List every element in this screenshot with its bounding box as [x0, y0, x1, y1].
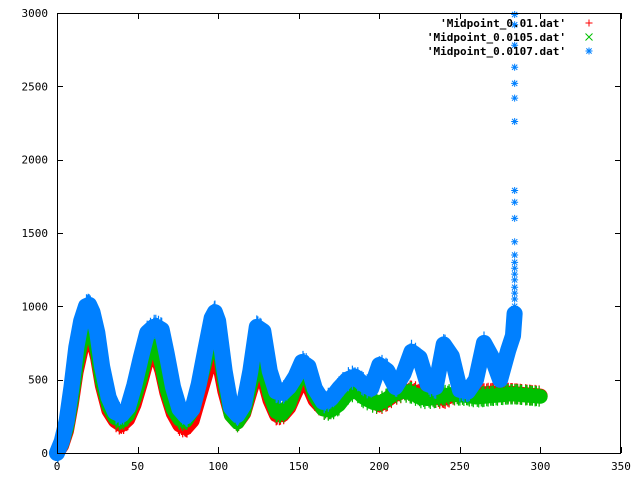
- data-point: [511, 21, 519, 29]
- legend-entry-label: 'Midpoint_0.0107.dat': [427, 45, 566, 58]
- data-point: [511, 276, 519, 284]
- legend-entry-label: 'Midpoint_0.0105.dat': [427, 31, 566, 44]
- tick-labels: 0 50 100 150 200 250 300 350 0 500 1000 1500 2000 250…: [22, 7, 631, 473]
- data-point: [511, 302, 519, 310]
- y-tick-label: 0: [41, 447, 48, 460]
- data-point: [511, 214, 519, 222]
- y-tick-label: 3000: [22, 7, 49, 20]
- data-point: [511, 238, 519, 246]
- x-tick-label: 150: [289, 460, 309, 473]
- data-point: [511, 295, 519, 303]
- x-tick-label: 100: [208, 460, 228, 473]
- data-point: [511, 289, 519, 297]
- plot-frame: [57, 13, 621, 454]
- y-tick-label: 2500: [22, 80, 49, 93]
- legend-entry-marker: [585, 33, 593, 41]
- series-4: [511, 10, 519, 310]
- data-point: [511, 251, 519, 259]
- legend: 'Midpoint_0.01.dat''Midpoint_0.0105.dat'…: [427, 17, 593, 58]
- legend-entry-marker: [585, 47, 593, 55]
- y-tick-label: 1000: [22, 300, 49, 313]
- series-layer: [48, 10, 548, 463]
- x-tick-label: 50: [131, 460, 144, 473]
- data-point: [511, 41, 519, 49]
- series-3: [48, 293, 523, 463]
- x-tick-label: 350: [611, 460, 631, 473]
- data-point: [511, 264, 519, 272]
- data-point: [511, 198, 519, 206]
- x-tick-label: 250: [450, 460, 470, 473]
- x-tick-label: 0: [54, 460, 61, 473]
- data-point: [511, 79, 519, 87]
- data-point: [511, 118, 519, 126]
- legend-entry-label: 'Midpoint_0.01.dat': [440, 17, 566, 30]
- y-tick-label: 2000: [22, 154, 49, 167]
- data-point: [511, 10, 519, 18]
- data-point: [511, 94, 519, 102]
- x-tick-label: 200: [369, 460, 389, 473]
- legend-entry-marker: [585, 19, 593, 27]
- data-point: [511, 283, 519, 291]
- data-point: [511, 258, 519, 266]
- data-point: [511, 270, 519, 278]
- y-tick-label: 1500: [22, 227, 49, 240]
- y-tick-label: 500: [28, 374, 48, 387]
- data-point: [511, 63, 519, 71]
- x-tick-label: 300: [530, 460, 550, 473]
- data-point: [511, 186, 519, 194]
